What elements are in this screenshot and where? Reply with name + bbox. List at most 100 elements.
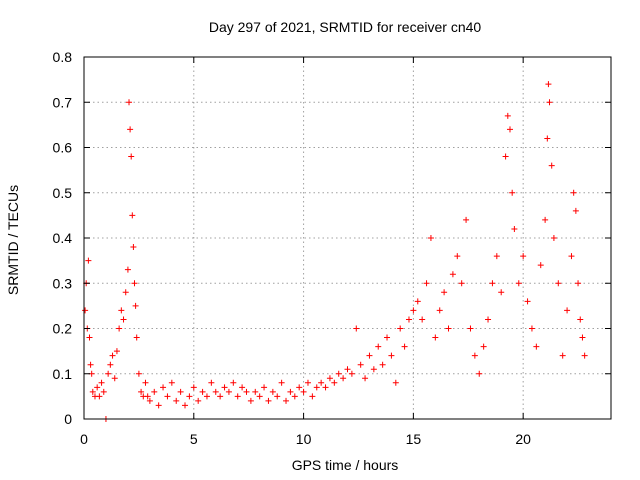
- data-point: [116, 325, 123, 332]
- data-point: [296, 384, 303, 391]
- data-point: [122, 289, 129, 296]
- data-point: [225, 388, 232, 395]
- data-point: [577, 316, 584, 323]
- data-point: [335, 370, 342, 377]
- data-point: [550, 235, 557, 241]
- data-point: [548, 162, 555, 169]
- data-point: [87, 361, 94, 368]
- data-point: [370, 366, 377, 373]
- data-point: [109, 352, 116, 359]
- data-point: [331, 379, 338, 386]
- data-point: [537, 262, 544, 269]
- data-point: [124, 266, 131, 273]
- data-point: [405, 316, 412, 323]
- data-point: [467, 325, 474, 332]
- data-point: [432, 334, 439, 341]
- data-point: [256, 393, 263, 400]
- data-point: [130, 244, 137, 251]
- data-point: [195, 397, 202, 404]
- data-point: [498, 289, 505, 296]
- data-point: [392, 379, 399, 386]
- data-point: [144, 393, 151, 400]
- data-point: [82, 307, 89, 314]
- data-point: [309, 393, 316, 400]
- data-point: [221, 384, 228, 391]
- data-point: [427, 235, 434, 241]
- data-point: [414, 298, 421, 305]
- data-point: [269, 388, 276, 395]
- data-point: [401, 343, 408, 350]
- y-tick-label: 0.1: [53, 366, 73, 382]
- data-point: [208, 379, 215, 386]
- data-point: [515, 280, 522, 287]
- data-point: [230, 379, 237, 386]
- data-point: [366, 352, 373, 359]
- data-point: [155, 402, 162, 409]
- data-point: [243, 388, 250, 395]
- data-point: [127, 126, 134, 133]
- data-point: [126, 99, 133, 106]
- data-point: [542, 216, 549, 223]
- data-point: [348, 370, 355, 377]
- x-tick-label: 10: [296, 431, 312, 447]
- data-point: [326, 375, 333, 382]
- data-point: [85, 257, 92, 264]
- data-point: [570, 189, 577, 196]
- data-point: [555, 280, 562, 287]
- data-point: [480, 343, 487, 350]
- data-point: [449, 271, 456, 278]
- data-point: [410, 307, 417, 314]
- data-point: [579, 334, 586, 341]
- data-point: [98, 379, 105, 386]
- data-point: [217, 393, 224, 400]
- data-point: [168, 379, 175, 386]
- y-tick-label: 0.8: [53, 49, 73, 65]
- data-point: [384, 334, 391, 341]
- data-point: [458, 280, 465, 287]
- data-point: [252, 388, 259, 395]
- data-point: [142, 379, 149, 386]
- plot-frame: [83, 56, 612, 420]
- data-point: [132, 302, 139, 309]
- data-point: [164, 393, 171, 400]
- data-point: [86, 334, 93, 341]
- data-point: [509, 189, 516, 196]
- data-point: [476, 370, 483, 377]
- data-point: [344, 366, 351, 373]
- data-point: [113, 348, 120, 355]
- data-point: [247, 397, 254, 404]
- data-point: [261, 384, 268, 391]
- data-point: [111, 375, 118, 382]
- data-point: [511, 225, 518, 232]
- data-point: [436, 307, 443, 314]
- chart-title: Day 297 of 2021, SRMTID for receiver cn4…: [209, 19, 482, 35]
- data-point: [397, 325, 404, 332]
- data-point: [564, 307, 571, 314]
- data-point: [489, 280, 496, 287]
- data-point: [212, 388, 219, 395]
- data-point: [445, 325, 452, 332]
- data-point: [545, 81, 552, 88]
- data-point: [471, 352, 478, 359]
- data-point: [118, 307, 125, 314]
- data-point: [357, 361, 364, 368]
- y-tick-label: 0.6: [53, 140, 73, 156]
- data-point: [322, 384, 329, 391]
- data-point: [379, 361, 386, 368]
- data-point: [190, 384, 197, 391]
- data-point: [454, 253, 461, 260]
- data-point: [96, 393, 103, 400]
- data-points: [82, 81, 588, 422]
- data-point: [160, 384, 167, 391]
- y-tick-label: 0.5: [53, 185, 73, 201]
- data-point: [581, 352, 588, 359]
- data-point: [493, 253, 500, 260]
- axis-ticks: 0 0.1 0.2 0.3 0.4 0.5 0.6 0.7 0.8 0 5 10 15 20: [53, 49, 611, 447]
- data-point: [506, 126, 513, 133]
- data-point: [173, 397, 180, 404]
- data-point: [177, 388, 184, 395]
- data-point: [559, 352, 566, 359]
- data-point: [89, 388, 96, 395]
- data-point: [129, 212, 136, 219]
